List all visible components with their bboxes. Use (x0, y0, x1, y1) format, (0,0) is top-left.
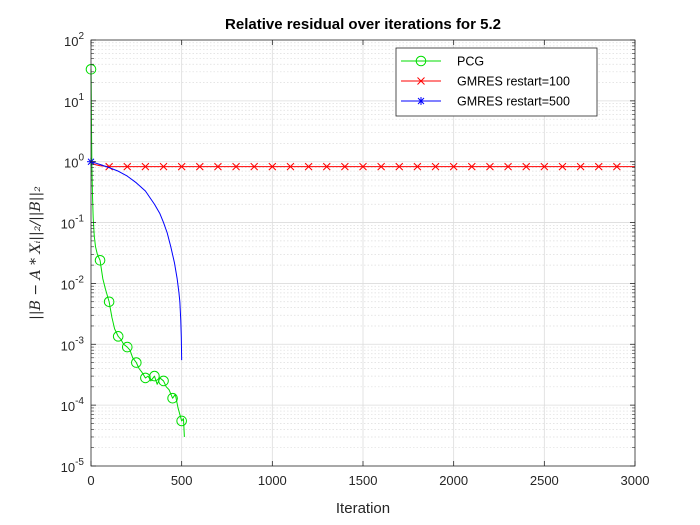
x-tick-labels: 0 500 1000 1500 2000 2500 3000 (87, 473, 649, 488)
data-point-gmres-restart-100 (359, 162, 367, 171)
series-line-gmres-restart-500 (90, 161, 183, 361)
legend-marker-gmres-restart-500 (417, 97, 425, 105)
data-point-gmres-restart-100 (268, 162, 277, 171)
y-tick-label: 10-3 (61, 335, 85, 353)
data-point-gmres-restart-100 (159, 162, 168, 171)
y-tick-label: 10-2 (61, 274, 85, 292)
y-tick-label: 10-1 (61, 214, 85, 232)
data-point-pcg (103, 296, 115, 308)
data-point-gmres-restart-100 (286, 162, 295, 171)
data-point-gmres-restart-100 (576, 162, 585, 171)
legend-label-gmres-restart-500: GMRES restart=500 (457, 95, 570, 109)
data-point-pcg (167, 392, 178, 404)
data-point-pcg (112, 331, 124, 342)
data-point-gmres-restart-100 (449, 162, 458, 171)
x-tick-label: 1500 (349, 473, 378, 488)
data-point-gmres-restart-100 (377, 162, 385, 171)
data-point-pcg (131, 357, 142, 368)
data-point-gmres-restart-100 (232, 162, 240, 171)
series-line-pcg (90, 69, 185, 437)
data-point-gmres-restart-100 (467, 162, 476, 171)
x-tick-label: 3000 (621, 473, 650, 488)
data-point-pcg (94, 254, 106, 266)
data-point-gmres-restart-100 (504, 162, 512, 171)
legend-label-gmres-restart-100: GMRES restart=100 (457, 75, 570, 89)
data-point-pcg (158, 375, 169, 387)
x-axis-label: Iteration (336, 500, 390, 517)
x-tick-label: 0 (87, 473, 94, 488)
series-pcg (85, 64, 187, 437)
y-tick-label: 101 (64, 92, 84, 110)
legend-marker-gmres-restart-100 (417, 77, 425, 85)
data-point-gmres-restart-100 (613, 162, 621, 171)
data-point-pcg (121, 341, 133, 353)
data-point-gmres-restart-100 (123, 162, 132, 171)
y-axis-label: ||B − A * Xᵢ||₂/||B||₂ (28, 186, 44, 320)
legend-entry-gmres-restart-100: GMRES restart=100 (401, 75, 570, 89)
x-tick-label: 500 (171, 473, 193, 488)
data-point-gmres-restart-100 (304, 162, 313, 171)
data-point-gmres-restart-100 (177, 162, 186, 171)
data-point-gmres-restart-100 (522, 162, 531, 171)
legend-marker-pcg (415, 55, 427, 67)
data-point-gmres-restart-100 (413, 162, 422, 171)
y-tick-labels: 10-5 10-4 10-3 10-2 10-1 100 101 102 (61, 31, 85, 475)
y-tick-label: 10-5 (61, 457, 85, 475)
legend-box (395, 47, 598, 117)
legend: PCG GMRES restart=100 GMRES restart=500 (395, 47, 598, 117)
data-point-gmres-restart-100 (322, 162, 331, 171)
x-tick-label: 1000 (258, 473, 287, 488)
data-point-pcg (176, 415, 187, 427)
legend-entries: PCG GMRES restart=100 GMRES restart=500 (401, 55, 570, 109)
data-point-gmres-restart-100 (195, 162, 204, 171)
data-point-gmres-restart-100 (341, 162, 349, 171)
data-point-gmres-restart-100 (558, 162, 567, 171)
data-point-gmres-restart-100 (540, 162, 549, 171)
tick-marks (90, 39, 636, 467)
y-tick-label: 100 (64, 153, 84, 171)
y-tick-label: 102 (64, 31, 84, 49)
legend-entry-gmres-restart-500: GMRES restart=500 (401, 95, 570, 109)
data-point-gmres-restart-100 (214, 162, 222, 171)
data-point-gmres-restart-100 (395, 162, 404, 171)
y-tick-label: 10-4 (61, 396, 85, 414)
legend-entry-pcg: PCG (401, 55, 484, 69)
data-point-gmres-restart-100 (486, 162, 494, 171)
data-point-gmres-restart-100 (431, 162, 440, 171)
data-point-gmres-restart-100 (250, 162, 259, 171)
data-point-gmres-restart-100 (594, 162, 603, 171)
data-point-gmres-restart-100 (141, 162, 150, 171)
series-layer (85, 64, 635, 437)
x-tick-label: 2000 (439, 473, 468, 488)
legend-label-pcg: PCG (457, 55, 484, 69)
x-tick-label: 2500 (530, 473, 559, 488)
data-point-pcg (149, 370, 160, 382)
chart-title: Relative residual over iterations for 5.… (225, 16, 501, 33)
